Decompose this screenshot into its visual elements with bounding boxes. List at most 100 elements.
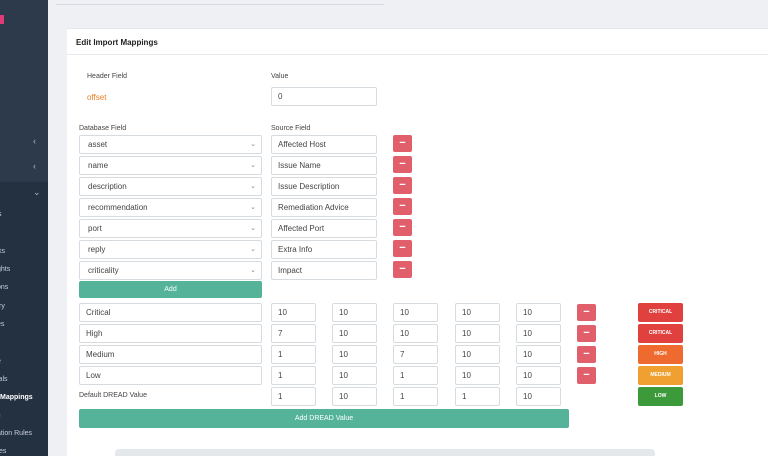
dread-value-input[interactable]: 10 <box>516 324 561 343</box>
footer-shadow <box>115 449 655 456</box>
source-field-input[interactable]: Affected Host <box>271 135 377 154</box>
edit-mappings-card: Edit Import Mappings Header Field Value … <box>67 28 768 456</box>
dread-value-input[interactable]: 10 <box>455 303 500 322</box>
dread-name-input[interactable]: Critical <box>79 303 262 322</box>
severity-badge: MEDIUM <box>638 366 683 385</box>
remove-mapping-button[interactable]: − <box>393 261 412 278</box>
chevron-down-icon: ⌄ <box>250 225 256 232</box>
chevron-left-icon[interactable]: ‹ <box>33 161 36 171</box>
select-value: reply <box>88 245 106 254</box>
remove-mapping-button[interactable]: − <box>393 240 412 257</box>
sidebar-item[interactable]: ghts <box>0 266 11 273</box>
sidebar-item[interactable]: s <box>0 210 2 219</box>
dread-value-input[interactable]: 7 <box>271 324 316 343</box>
header-value-input[interactable]: 0 <box>271 87 377 106</box>
database-field-select[interactable]: criticality ⌄ <box>79 261 262 280</box>
sidebar-submenu <box>0 182 48 456</box>
remove-dread-button[interactable]: − <box>577 304 596 321</box>
dread-value-input[interactable]: 10 <box>516 345 561 364</box>
source-field-input[interactable]: Issue Description <box>271 177 377 196</box>
select-value: criticality <box>88 266 119 275</box>
chevron-down-icon: ⌄ <box>250 204 256 211</box>
select-value: recommendation <box>88 203 148 212</box>
remove-mapping-button[interactable]: − <box>393 156 412 173</box>
source-field-input[interactable]: Remediation Advice <box>271 198 377 217</box>
sidebar-item[interactable]: es <box>0 321 5 328</box>
sidebar-item[interactable]: ials <box>0 376 8 383</box>
remove-mapping-button[interactable]: − <box>393 135 412 152</box>
top-bar <box>48 0 768 6</box>
header-field-label: Header Field <box>87 73 128 80</box>
dread-value-input[interactable]: 10 <box>332 366 377 385</box>
divider <box>67 54 768 55</box>
database-field-select[interactable]: description ⌄ <box>79 177 262 196</box>
default-dread-input[interactable]: 10 <box>516 387 561 406</box>
chevron-down-icon: ⌄ <box>250 183 256 190</box>
sidebar-item[interactable]: s <box>0 411 1 420</box>
source-field-input[interactable]: Affected Port <box>271 219 377 238</box>
dread-value-input[interactable]: 1 <box>393 366 438 385</box>
chevron-down-icon: ⌄ <box>250 162 256 169</box>
chevron-left-icon[interactable]: ‹ <box>33 136 36 146</box>
database-field-select[interactable]: reply ⌄ <box>79 240 262 259</box>
dread-value-input[interactable]: 10 <box>332 345 377 364</box>
dread-value-input[interactable]: 10 <box>455 345 500 364</box>
remove-dread-button[interactable]: − <box>577 367 596 384</box>
default-dread-input[interactable]: 10 <box>332 387 377 406</box>
dread-value-input[interactable]: 10 <box>455 324 500 343</box>
severity-badge: CRITICAL <box>638 324 683 343</box>
remove-mapping-button[interactable]: − <box>393 177 412 194</box>
dread-value-input[interactable]: 10 <box>516 303 561 322</box>
database-field-select[interactable]: name ⌄ <box>79 156 262 175</box>
default-dread-label: Default DREAD Value <box>79 392 147 399</box>
dread-name-input[interactable]: Medium <box>79 345 262 364</box>
remove-mapping-button[interactable]: − <box>393 198 412 215</box>
source-field-input[interactable]: Extra Info <box>271 240 377 259</box>
select-value: description <box>88 182 127 191</box>
add-dread-value-button[interactable]: Add DREAD Value <box>79 409 569 428</box>
dread-name-input[interactable]: Low <box>79 366 262 385</box>
value-label: Value <box>271 73 289 80</box>
remove-dread-button[interactable]: − <box>577 325 596 342</box>
dread-value-input[interactable]: 10 <box>455 366 500 385</box>
brand-mark <box>0 15 4 24</box>
default-severity-badge: LOW <box>638 387 683 406</box>
dread-value-input[interactable]: 1 <box>271 345 316 364</box>
database-field-select[interactable]: asset ⌄ <box>79 135 262 154</box>
dread-value-input[interactable]: 1 <box>271 366 316 385</box>
dread-value-input[interactable]: 7 <box>393 345 438 364</box>
source-field-label: Source Field <box>271 125 311 132</box>
dread-name-input[interactable]: High <box>79 324 262 343</box>
select-value: asset <box>88 140 108 149</box>
chevron-down-icon: ⌄ <box>250 267 256 274</box>
sidebar-item[interactable]: ks <box>0 248 5 255</box>
sidebar-item[interactable]: e <box>0 357 1 366</box>
remove-mapping-button[interactable]: − <box>393 219 412 236</box>
sidebar-item[interactable]: ry <box>0 303 5 310</box>
source-field-input[interactable]: Impact <box>271 261 377 280</box>
sidebar-item[interactable]: ons <box>0 284 9 291</box>
card-title: Edit Import Mappings <box>76 38 158 47</box>
database-field-select[interactable]: port ⌄ <box>79 219 262 238</box>
chevron-down-icon: ⌄ <box>250 246 256 253</box>
header-field-name: offset <box>87 93 107 102</box>
dread-value-input[interactable]: 10 <box>516 366 561 385</box>
sidebar: ‹ ‹ ⌄ s ks ghts ons ry es e ials Mapping… <box>0 0 48 456</box>
dread-value-input[interactable]: 10 <box>393 324 438 343</box>
default-dread-input[interactable]: 1 <box>393 387 438 406</box>
source-field-input[interactable]: Issue Name <box>271 156 377 175</box>
dread-value-input[interactable]: 10 <box>332 303 377 322</box>
sidebar-item[interactable]: ation Rules <box>0 430 33 437</box>
sidebar-item[interactable]: tes <box>0 448 7 455</box>
database-field-select[interactable]: recommendation ⌄ <box>79 198 262 217</box>
default-dread-input[interactable]: 1 <box>271 387 316 406</box>
dread-value-input[interactable]: 10 <box>271 303 316 322</box>
database-field-label: Database Field <box>79 125 127 132</box>
add-mapping-button[interactable]: Add <box>79 281 262 298</box>
dread-value-input[interactable]: 10 <box>332 324 377 343</box>
remove-dread-button[interactable]: − <box>577 346 596 363</box>
default-dread-input[interactable]: 1 <box>455 387 500 406</box>
sidebar-item-import-mappings[interactable]: Mappings <box>0 394 33 401</box>
dread-value-input[interactable]: 10 <box>393 303 438 322</box>
chevron-down-icon[interactable]: ⌄ <box>33 187 41 197</box>
